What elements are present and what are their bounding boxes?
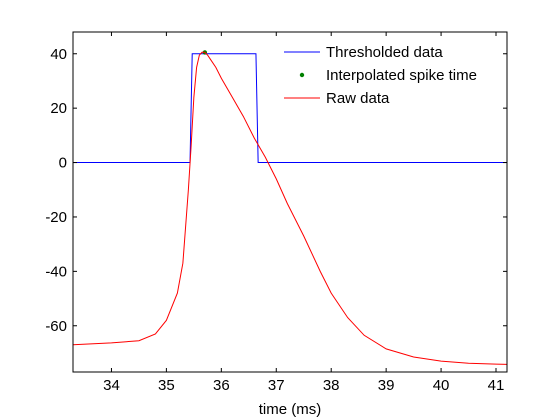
raw-data-line [73,51,507,365]
x-tick-label: 40 [433,377,450,394]
interpolated-spike-time-legend-swatch [299,72,305,78]
y-tick-label: 0 [59,155,67,172]
y-tick-label: -40 [45,263,67,280]
x-tick-label: 38 [323,377,340,394]
raw-data-legend-label: Raw data [326,90,390,107]
y-tick-label: -20 [45,209,67,226]
interpolated-spike-time-legend-label: Interpolated spike time [326,67,477,84]
x-tick-label: 35 [158,377,175,394]
y-tick-label: -60 [45,318,67,335]
plot-area-frame [72,31,508,373]
x-tick-label: 41 [488,377,505,394]
thresholded-data-line [73,53,507,164]
y-tick-label: 20 [50,100,67,117]
x-tick-label: 39 [378,377,395,394]
tick-layer: 34 35 36 37 38 39 40 41 -60 -40 -20 0 20 40 [45,32,507,394]
thresholded-data-legend-label: Thresholded data [326,44,443,61]
x-axis-label: time (ms) [259,401,322,418]
x-tick-label: 36 [213,377,230,394]
legend: Thresholded data Interpolated spike time R… [284,44,477,107]
y-tick-label: 40 [50,46,67,63]
x-tick-label: 34 [103,377,120,394]
series-layer [73,50,507,365]
x-tick-label: 37 [268,377,285,394]
